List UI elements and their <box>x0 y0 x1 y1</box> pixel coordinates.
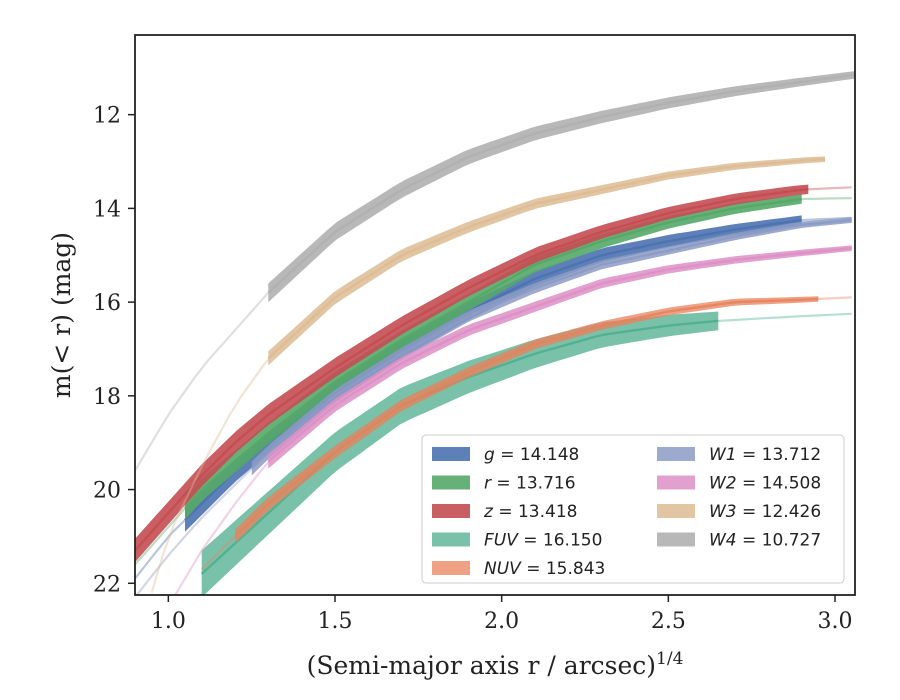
legend-label: z = 13.418 <box>483 502 577 522</box>
x-tick-label: 3.0 <box>818 609 853 634</box>
legend-label: W2 = 14.508 <box>709 474 821 494</box>
legend-swatch <box>432 532 470 547</box>
series-nuv-line <box>234 297 819 538</box>
legend-swatch <box>657 504 695 518</box>
series-w3-line <box>267 158 826 360</box>
y-tick-label: 12 <box>93 104 121 129</box>
y-tick-label: 18 <box>93 385 121 410</box>
legend-swatch <box>657 447 695 461</box>
legend-label: g = 14.148 <box>484 445 579 465</box>
legend-label: r = 13.716 <box>484 474 576 494</box>
y-tick-label: 14 <box>93 197 121 222</box>
y-tick-label: 16 <box>93 291 121 316</box>
legend-swatch <box>657 532 695 547</box>
legend-label: W4 = 10.727 <box>709 531 821 551</box>
legend-label: FUV = 16.150 <box>484 531 602 551</box>
x-axis-title-superscript: 1/4 <box>656 649 683 669</box>
legend-box <box>421 434 845 584</box>
series-w4-line <box>267 73 855 294</box>
series-w1-line <box>250 218 852 470</box>
x-axis: 1.0 1.5 2.0 2.5 3.0 <box>151 595 853 634</box>
series-z-line <box>135 188 809 552</box>
series-w3-uncertainty-band <box>268 156 825 366</box>
series-layer <box>135 71 855 595</box>
y-tick-label: 20 <box>93 479 121 504</box>
legend: g = 14.148 r = 13.716 z = 13.418 FUV = 16.1… <box>421 434 845 584</box>
legend-swatch <box>657 475 695 490</box>
series-nuv-uncertainty-band <box>235 296 819 544</box>
x-tick-label: 2.0 <box>484 609 519 634</box>
series-w2-line <box>267 247 852 463</box>
legend-swatch <box>432 475 470 490</box>
legend-label: W1 = 13.712 <box>709 445 821 465</box>
plot-frame <box>134 34 856 596</box>
y-axis: 12 14 16 18 20 22 <box>93 104 135 597</box>
x-tick-label: 1.5 <box>318 609 353 634</box>
x-tick-label: 2.5 <box>651 609 686 634</box>
series-fuv-uncertainty-band <box>201 311 719 595</box>
x-axis-title: (Semi-major axis r / arcsec)1/4 <box>307 649 684 680</box>
legend-label: NUV = 15.843 <box>484 559 605 579</box>
legend-swatch <box>432 447 470 461</box>
y-axis-title: m(< r) (mag) <box>47 232 76 398</box>
x-tick-label: 1.0 <box>151 609 186 634</box>
series-r-line <box>184 197 802 510</box>
y-tick-label: 22 <box>93 572 121 597</box>
legend-swatch <box>432 504 470 518</box>
legend-label: W3 = 12.426 <box>709 502 821 522</box>
legend-swatch <box>432 561 470 575</box>
